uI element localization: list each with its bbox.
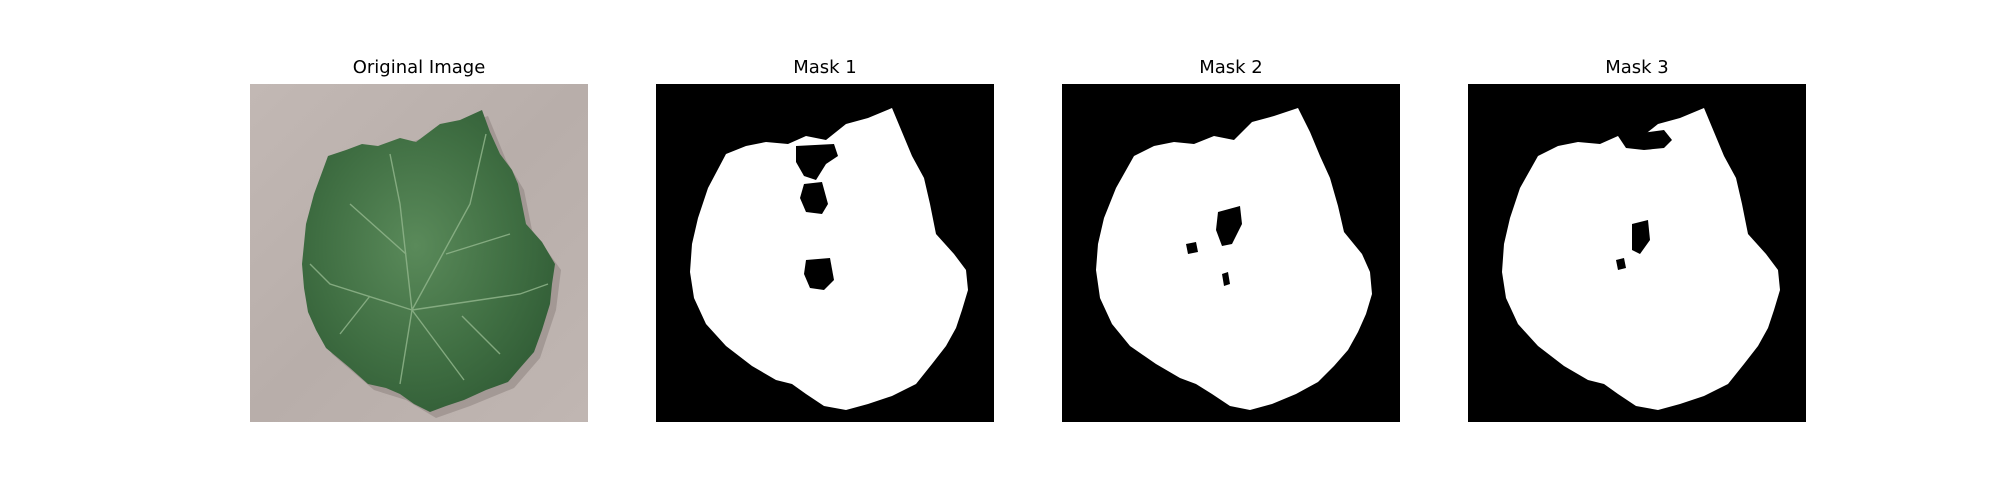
mask-2-title: Mask 2 [1199,57,1263,78]
mask-3-image [1468,84,1806,422]
original-leaf-photo [250,84,588,422]
mask-2-leaf-region [1096,108,1372,410]
mask-2-image [1062,84,1400,422]
mask-3-title: Mask 3 [1605,57,1669,78]
mask-3-svg [1468,84,1806,422]
original-image-title: Original Image [352,57,486,78]
mask-3-leaf-region [1502,108,1780,410]
mask-1-image [656,84,994,422]
leaf-shape [302,110,555,412]
mask-1-title: Mask 1 [793,57,857,78]
mask-1-svg [656,84,994,422]
mask-2-svg [1062,84,1400,422]
original-leaf-svg [250,84,588,422]
